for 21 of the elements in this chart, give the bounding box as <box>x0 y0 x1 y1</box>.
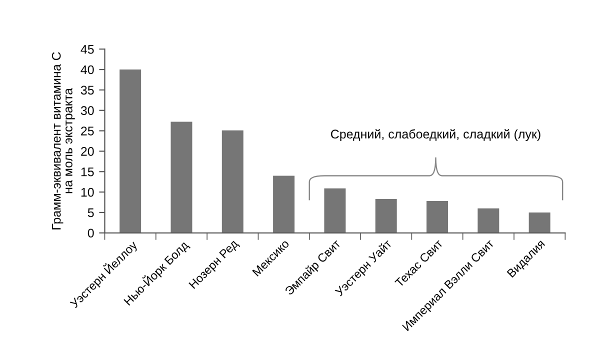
y-tick-label: 30 <box>80 106 94 116</box>
y-tick-label: 15 <box>81 168 94 176</box>
bar <box>273 176 295 233</box>
y-tick-label: 25 <box>81 126 94 136</box>
y-tick-label: 45 <box>80 45 94 54</box>
y-tick-label: 0 <box>88 228 94 238</box>
bar <box>375 199 397 233</box>
bar <box>170 122 192 233</box>
bar <box>222 130 244 233</box>
bar <box>120 70 142 233</box>
y-tick-label: 10 <box>81 188 94 197</box>
bar <box>324 188 346 233</box>
y-tick-label: 20 <box>81 147 94 156</box>
annotation: Средний, слабоедкий, сладкий (лук) <box>330 129 540 142</box>
bar <box>528 212 550 233</box>
y-tick-label: 40 <box>80 65 94 74</box>
y-tick-label: 5 <box>88 208 94 218</box>
bar <box>478 208 500 233</box>
bar <box>426 201 448 233</box>
y-tick-label: 35 <box>80 86 94 95</box>
y-axis-title: Грамм-эквивалент витамина С на моль экстракта <box>52 52 75 230</box>
